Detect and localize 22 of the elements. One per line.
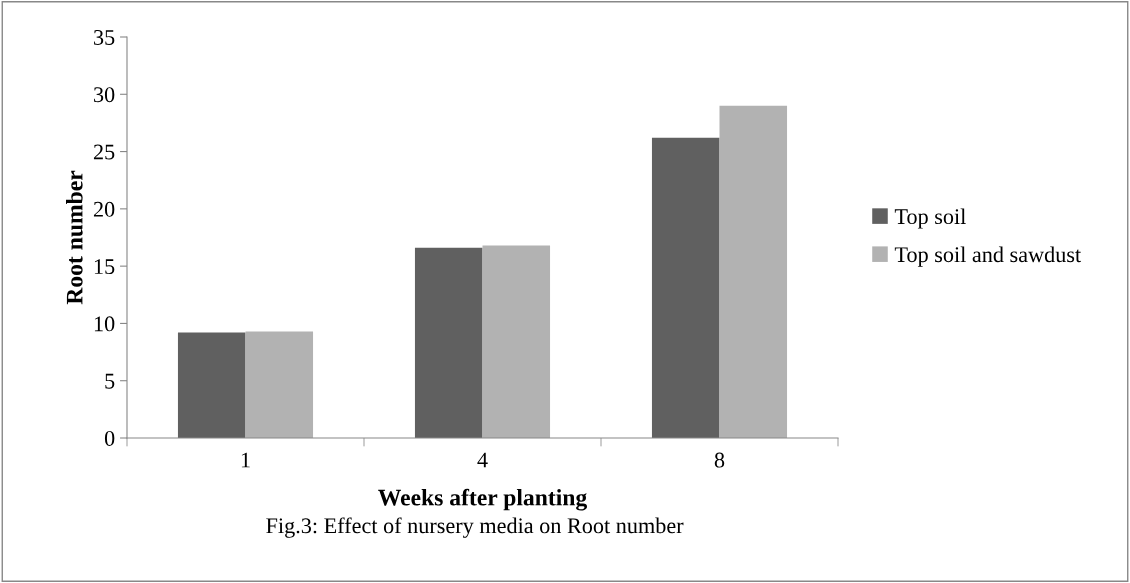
legend-label: Top soil and sawdust bbox=[894, 246, 1082, 267]
bar bbox=[482, 245, 551, 438]
y-tick-label: 5 bbox=[105, 373, 115, 389]
bar bbox=[651, 137, 720, 438]
x-tick-label: 8 bbox=[714, 452, 725, 468]
y-axis-title: Root number bbox=[66, 170, 83, 305]
x-axis-title: Weeks after planting bbox=[378, 488, 587, 511]
legend-label: Top soil bbox=[894, 208, 966, 229]
y-tick-label: 30 bbox=[94, 87, 115, 103]
y-tick-label: 35 bbox=[94, 29, 115, 45]
x-tick-label: 1 bbox=[241, 452, 250, 468]
bar bbox=[245, 331, 314, 438]
y-tick-label: 10 bbox=[94, 316, 115, 332]
bar bbox=[177, 332, 246, 438]
bar bbox=[414, 247, 483, 438]
y-tick-label: 20 bbox=[93, 201, 115, 217]
x-tick-label: 4 bbox=[477, 452, 488, 468]
y-tick-label: 0 bbox=[104, 430, 115, 446]
y-tick-label: 15 bbox=[94, 259, 115, 275]
caption: Fig.3: Effect of nursery media on Root number bbox=[266, 517, 684, 538]
bar bbox=[719, 105, 788, 438]
y-tick-label: 25 bbox=[93, 144, 115, 160]
